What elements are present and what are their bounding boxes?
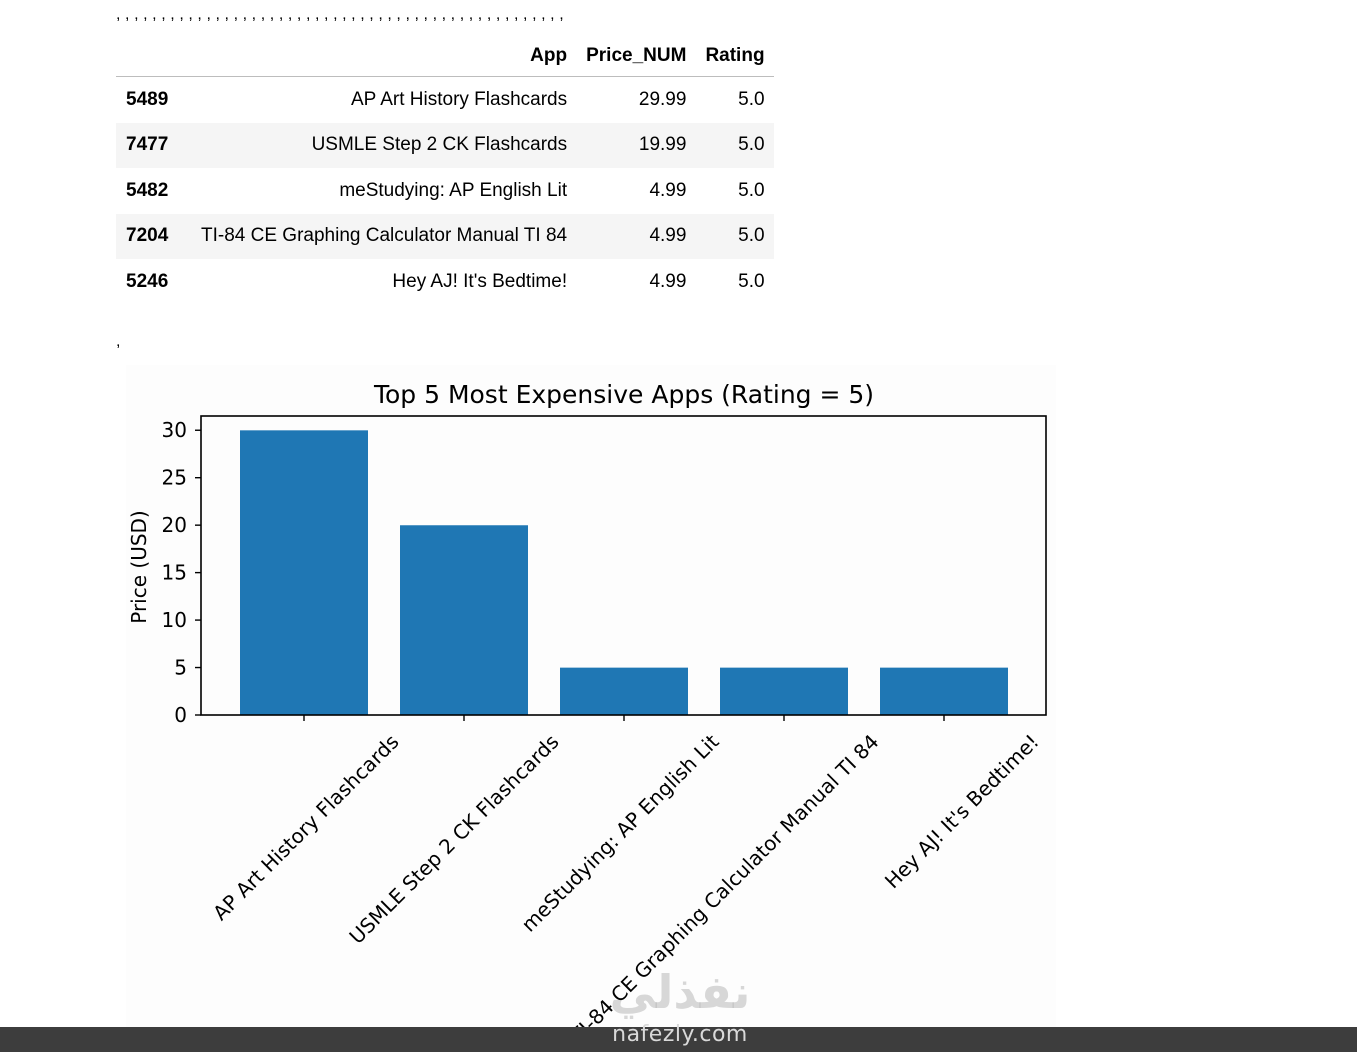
cell-app: Hey AJ! It's Bedtime! — [392, 270, 568, 292]
cell-price: 19.99 — [638, 134, 687, 156]
table-row: 7204 TI-84 CE Graphing Calculator Manual… — [116, 213, 774, 259]
bars-group — [240, 430, 1008, 715]
cell-app: AP Art History Flashcards — [351, 88, 568, 110]
cell-price: 29.99 — [638, 88, 687, 110]
chart-title: Top 5 Most Expensive Apps (Rating = 5) — [373, 380, 874, 409]
y-tick-label: 10 — [162, 608, 187, 632]
bar — [720, 667, 848, 715]
y-tick-label: 15 — [162, 561, 187, 585]
y-tick-label: 5 — [174, 656, 187, 680]
cell-price: 4.99 — [649, 270, 687, 292]
bottom-bar — [0, 1027, 1357, 1052]
index-header — [116, 36, 191, 77]
table-header-row: App Price_NUM Rating — [116, 36, 774, 77]
column-header-rating: Rating — [695, 36, 774, 77]
cell-price: 4.99 — [649, 179, 687, 201]
row-index: 5489 — [126, 88, 169, 110]
plot-frame — [200, 415, 1047, 716]
y-tick-label: 30 — [162, 418, 187, 442]
bar — [880, 667, 1008, 715]
bar — [400, 525, 528, 715]
cell-rating: 5.0 — [738, 270, 765, 292]
x-tick-label: Hey AJ! It's Bedtime! — [880, 730, 1044, 894]
table-row: 5246 Hey AJ! It's Bedtime! 4.99 5.0 — [116, 259, 774, 305]
output-prefix-commas: ,,,,,,,,,,,,,,,,,,,,,,,,,,,,,,,,,,,,,,,,… — [116, 6, 569, 23]
cell-price: 4.99 — [649, 225, 687, 247]
bar-chart: Top 5 Most Expensive Apps (Rating = 5) P… — [127, 380, 1047, 1027]
table-row: 5482 meStudying: AP English Lit 4.99 5.0 — [116, 168, 774, 214]
y-axis-label: Price (USD) — [127, 510, 151, 624]
cell-app: TI-84 CE Graphing Calculator Manual TI 8… — [201, 225, 568, 247]
y-axis: 0 5 10 15 20 25 30 — [162, 418, 201, 727]
table-row: 5489 AP Art History Flashcards 29.99 5.0 — [116, 77, 774, 123]
x-tick-label: AP Art History Flashcards — [208, 730, 403, 925]
cell-rating: 5.0 — [738, 88, 765, 110]
cell-rating: 5.0 — [738, 225, 765, 247]
bar — [240, 430, 368, 715]
output-separator: , — [116, 333, 121, 350]
bar — [560, 667, 688, 715]
cell-rating: 5.0 — [738, 179, 765, 201]
y-tick-label: 0 — [174, 703, 187, 727]
column-header-app: App — [191, 36, 577, 77]
y-tick-label: 25 — [162, 466, 187, 490]
cell-app: USMLE Step 2 CK Flashcards — [311, 134, 568, 156]
cell-app: meStudying: AP English Lit — [339, 179, 568, 201]
dataframe-table: App Price_NUM Rating 5489 AP Art History… — [116, 36, 774, 305]
row-index: 5246 — [126, 270, 169, 292]
row-index: 7204 — [126, 225, 169, 247]
row-index: 5482 — [126, 179, 169, 201]
watermark-url: nafezly.com — [612, 1022, 748, 1047]
table-row: 7477 USMLE Step 2 CK Flashcards 19.99 5.… — [116, 122, 774, 168]
cell-rating: 5.0 — [738, 134, 765, 156]
row-index: 7477 — [126, 134, 169, 156]
y-tick-label: 20 — [162, 513, 187, 537]
column-header-price: Price_NUM — [576, 36, 696, 77]
x-tick-label: TI-84 CE Graphing Calculator Manual TI 8… — [565, 730, 884, 1027]
